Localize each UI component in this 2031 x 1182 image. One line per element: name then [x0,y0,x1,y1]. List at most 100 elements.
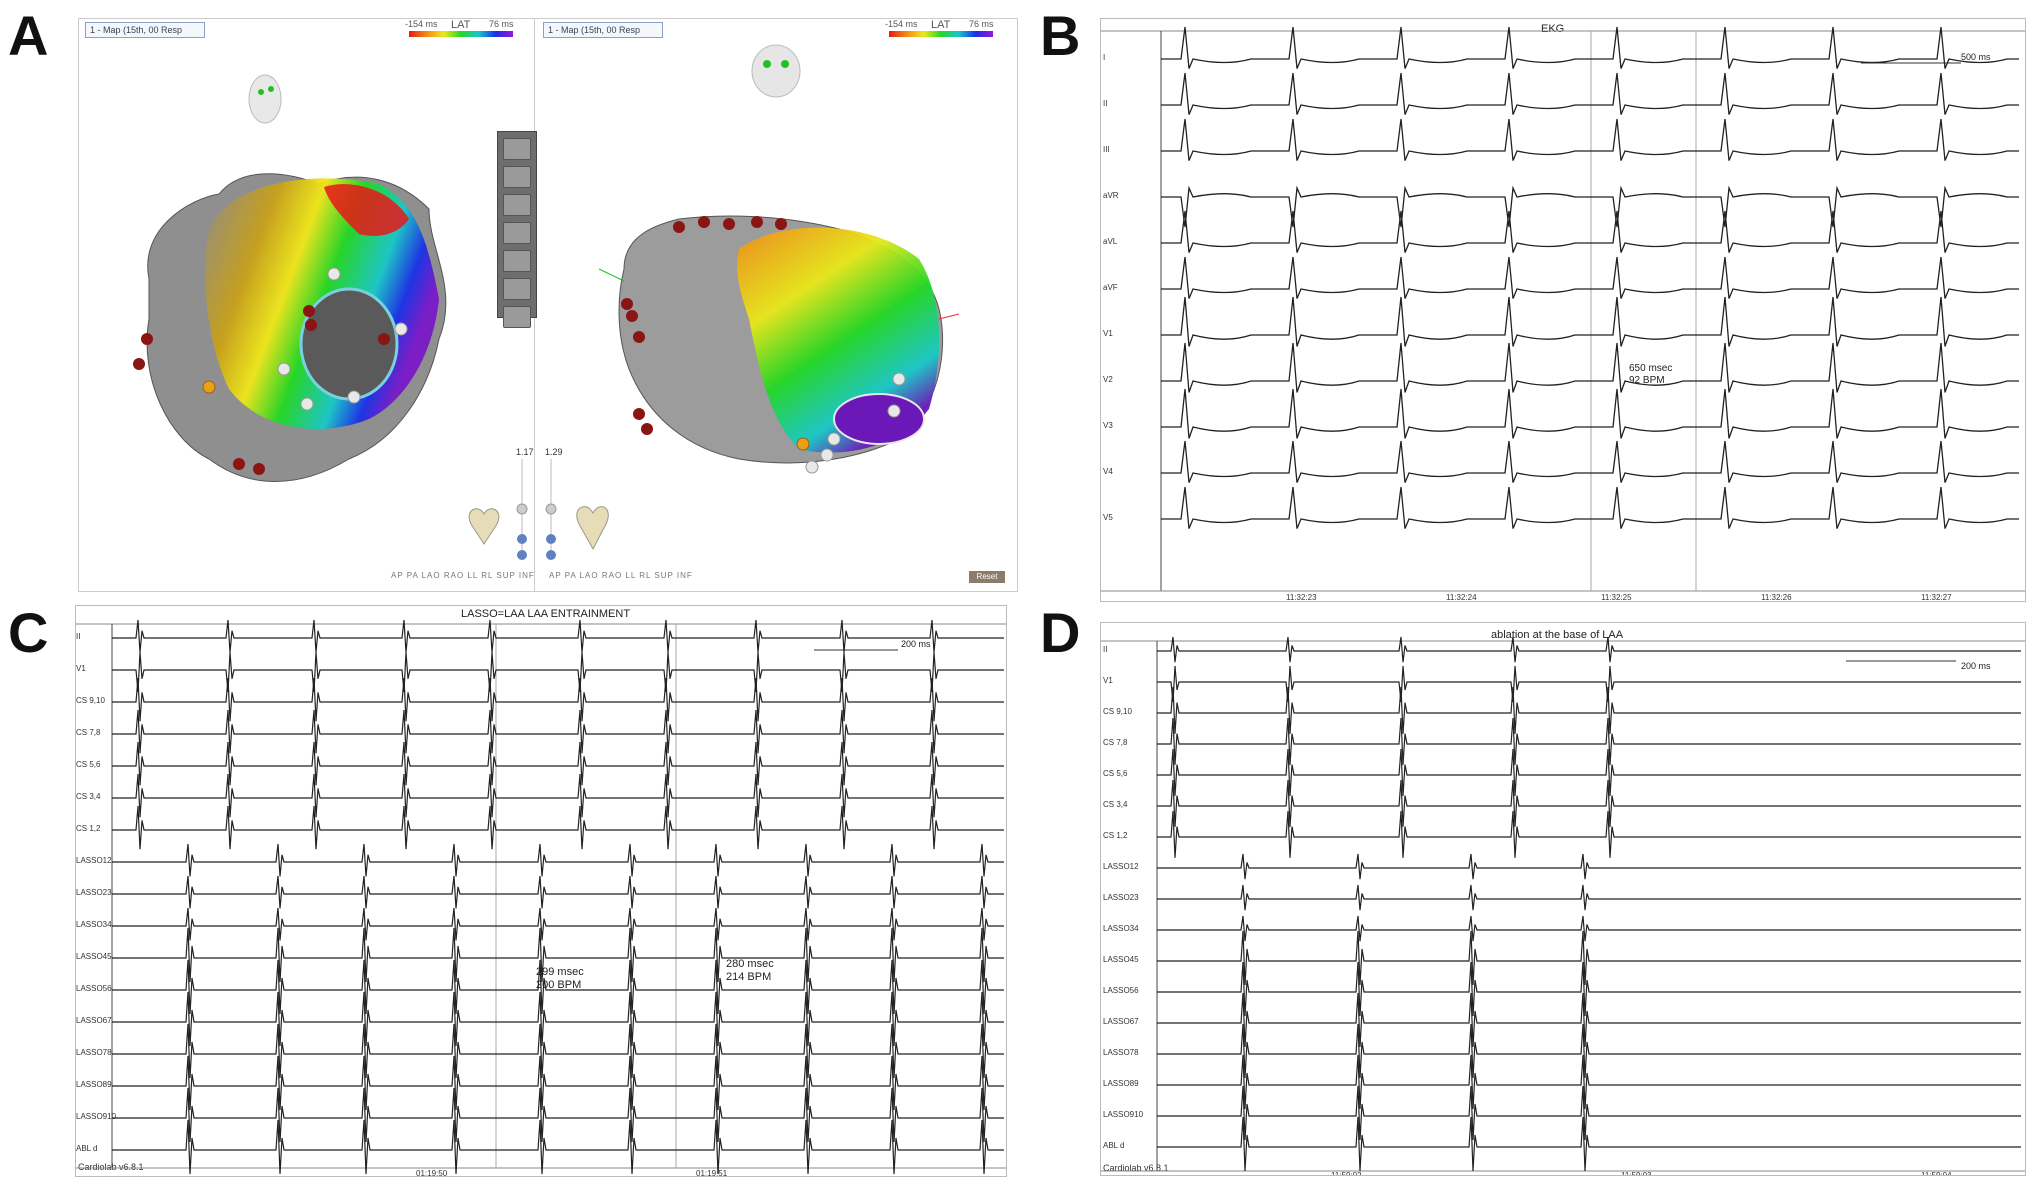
channel-label: LASSO67 [76,1016,112,1025]
left-lat-colorbar [409,31,513,37]
ablation-lesion-tag [303,305,315,317]
axis-indicator [598,268,625,282]
channel-label: CS 5,6 [76,760,101,769]
ekg-measure-interval: 650 msec [1629,363,1673,374]
electrogram-trace [112,709,1004,754]
catheter-location-point [796,437,810,451]
ekg-trace [1161,486,2019,529]
channel-label: ABL d [76,1144,98,1153]
channel-label: III [1103,145,1110,154]
electrogram-trace [1157,748,2021,796]
channel-label: V3 [1103,421,1113,430]
left-slider-knob [516,503,528,515]
channel-label: CS 5,6 [1103,769,1128,778]
left-view-buttons[interactable]: AP PA LAO RAO LL RL SUP INF [391,571,535,580]
entrainment-footer: Cardiolab v6.8.1 [78,1162,144,1172]
electrogram-trace [1157,686,2021,734]
ekg-traces [1101,26,2025,592]
channel-label: aVF [1103,283,1118,292]
electrogram-trace [1157,717,2021,765]
panel-d-ablation: ablation at the base of LAA 200 ms Cardi… [1100,622,2026,1176]
electrogram-trace [1157,636,2021,663]
channel-label: LASSO78 [76,1048,112,1057]
electrogram-trace [112,959,1004,1015]
catheter-location-point [827,432,841,446]
channel-label: V4 [1103,467,1113,476]
electrogram-trace [1157,779,2021,827]
channel-label: LASSO34 [76,920,112,929]
ablation-lesion-tag [641,423,653,435]
channel-label: LASSO45 [1103,955,1139,964]
electrogram-trace [112,677,1004,722]
channel-label: LASSO910 [76,1112,117,1121]
ablation-lesion-tag [626,310,638,322]
left-colorbar-title: LAT [451,19,471,31]
toolbar-rotate-icon[interactable] [503,166,531,188]
toolbar-color-icon[interactable] [503,194,531,216]
channel-label: CS 3,4 [1103,800,1128,809]
right-slider-button [546,550,556,560]
electrogram-trace [112,875,1004,909]
entrainment-measure-2-rate: 214 BPM [726,971,772,983]
ablation-lesion-tag [775,218,787,230]
ekg-trace [1161,296,2019,347]
channel-label: CS 1,2 [76,824,101,833]
catheter-location-point [347,390,361,404]
ekg-trace [1161,342,2019,393]
ablation-lesion-tag [233,458,245,470]
channel-label: LASSO910 [1103,1110,1144,1119]
left-slider-value: 1.17 [516,447,534,457]
ablation-lesion-tag [141,333,153,345]
channel-label: V1 [1103,329,1113,338]
electrogram-trace [1157,810,2021,858]
entrainment-title: LASSO=LAA LAA ENTRAINMENT [461,608,631,620]
ekg-trace [1161,256,2019,299]
channel-label: LASSO89 [1103,1079,1139,1088]
time-tick-label: 11:32:23 [1286,593,1317,602]
right-slider-value: 1.29 [545,447,563,457]
map-canvas [133,44,960,560]
left-map-select[interactable]: 1 - Map (15th, 00 Resp [85,22,205,38]
channel-label: LASSO12 [76,856,112,865]
panel-b-ekg: EKG 500 ms 650 msec 92 BPM I II III aVR aVL a… [1100,18,2026,602]
channel-label: CS 7,8 [1103,738,1128,747]
channel-label: CS 7,8 [76,728,101,737]
orientation-head-icon [248,74,282,124]
panel-label-d: D [1040,601,1081,664]
channel-label: ABL d [1103,1141,1125,1150]
ekg-trace [1161,26,2019,69]
electrogram-trace [112,1119,1004,1175]
right-view-buttons[interactable]: AP PA LAO RAO LL RL SUP INF [549,571,693,580]
toolbar-tag-icon[interactable] [503,250,531,272]
channel-label: V2 [1103,375,1113,384]
ablation-footer: Cardiolab v6.8.1 [1103,1163,1169,1173]
toolbar-camera-icon[interactable] [503,222,531,244]
time-tick-label: 11:59:04 [1921,1171,1952,1176]
time-tick-label: 01:19:50 [416,1169,448,1177]
entrainment-measure-2-interval: 280 msec [726,958,774,970]
electrogram-trace [1157,915,2021,942]
channel-label: LASSO67 [1103,1017,1139,1026]
electrogram-trace [112,991,1004,1047]
map-toolbar [497,131,537,328]
toolbar-layer-icon[interactable] [503,278,531,300]
heart-orientation-icon [576,506,609,551]
right-map-select[interactable]: 1 - Map (15th, 00 Resp [543,22,663,38]
ablation-title: ablation at the base of LAA [1491,629,1624,641]
channel-label: I [1103,53,1106,62]
entrainment-measure-1-rate: 200 BPM [536,979,582,991]
electrogram-trace [112,619,1004,653]
ablation-scale-label: 200 ms [1961,661,1991,671]
electrogram-trace [112,1055,1004,1111]
orientation-eye-icon [268,86,274,92]
left-colorbar-max: 76 ms [489,19,514,29]
channel-label: LASSO34 [1103,924,1139,933]
ekg-trace [1161,118,2019,161]
channel-label: II [76,632,81,641]
late-activation-region [833,393,925,445]
toolbar-settings-icon[interactable] [503,306,531,328]
electrogram-trace [1157,992,2021,1048]
toolbar-select-icon[interactable] [503,138,531,160]
reset-button[interactable]: Reset [969,571,1005,583]
ablation-lesion-tag [633,331,645,343]
